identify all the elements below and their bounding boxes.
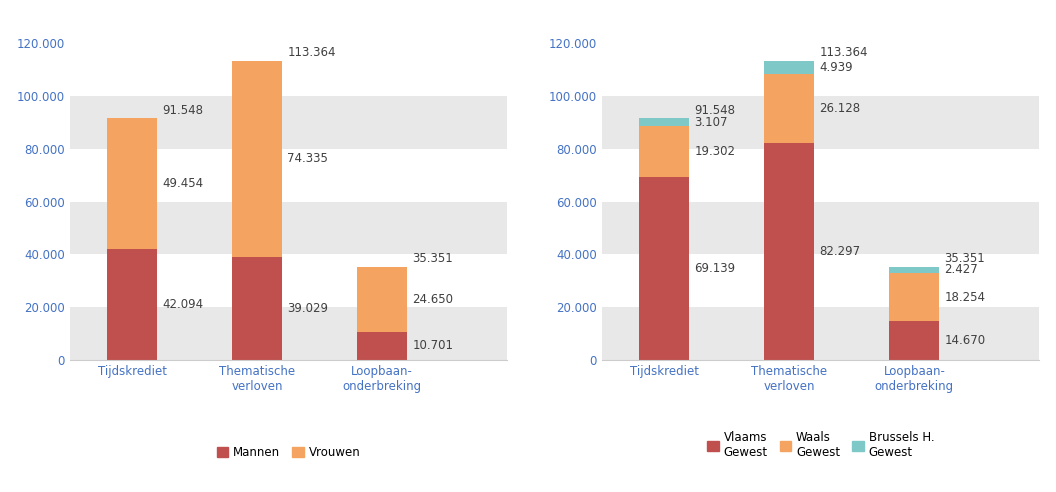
Bar bbox=[70, 202, 507, 254]
Text: 35.351: 35.351 bbox=[412, 252, 453, 265]
Bar bbox=[357, 267, 408, 332]
Text: 39.029: 39.029 bbox=[287, 302, 328, 315]
Text: 4.939: 4.939 bbox=[819, 61, 853, 74]
Bar bbox=[889, 267, 940, 273]
Bar bbox=[70, 307, 507, 360]
Bar bbox=[108, 118, 157, 249]
Bar bbox=[357, 332, 408, 360]
Text: 91.548: 91.548 bbox=[695, 104, 735, 117]
Text: 18.254: 18.254 bbox=[944, 291, 985, 304]
Text: 35.351: 35.351 bbox=[944, 252, 985, 265]
Text: 69.139: 69.139 bbox=[695, 262, 736, 275]
Text: 10.701: 10.701 bbox=[412, 339, 453, 352]
Bar bbox=[232, 257, 282, 360]
Legend: Vlaams
Gewest, Waals
Gewest, Brussels H.
Gewest: Vlaams Gewest, Waals Gewest, Brussels H.… bbox=[702, 427, 939, 464]
Bar bbox=[889, 273, 940, 321]
Text: 82.297: 82.297 bbox=[819, 245, 861, 258]
Bar bbox=[889, 321, 940, 360]
Bar bbox=[602, 202, 1039, 254]
Text: 19.302: 19.302 bbox=[695, 146, 735, 158]
Bar bbox=[765, 61, 814, 74]
Bar bbox=[640, 126, 690, 178]
Bar bbox=[765, 74, 814, 143]
Legend: Mannen, Vrouwen: Mannen, Vrouwen bbox=[212, 441, 365, 464]
Text: 49.454: 49.454 bbox=[163, 177, 204, 190]
Bar bbox=[640, 178, 690, 360]
Text: 24.650: 24.650 bbox=[412, 293, 453, 306]
Bar bbox=[602, 96, 1039, 149]
Text: 2.427: 2.427 bbox=[944, 263, 978, 277]
Bar bbox=[602, 307, 1039, 360]
Bar bbox=[70, 96, 507, 149]
Text: 42.094: 42.094 bbox=[163, 298, 204, 311]
Text: 113.364: 113.364 bbox=[287, 46, 336, 59]
Bar bbox=[765, 143, 814, 360]
Text: 74.335: 74.335 bbox=[287, 152, 328, 165]
Text: 113.364: 113.364 bbox=[819, 46, 868, 59]
Text: 91.548: 91.548 bbox=[163, 104, 203, 117]
Bar bbox=[108, 249, 157, 360]
Bar bbox=[232, 61, 282, 257]
Text: 14.670: 14.670 bbox=[944, 334, 985, 347]
Text: 26.128: 26.128 bbox=[819, 102, 861, 115]
Bar bbox=[640, 118, 690, 126]
Text: 3.107: 3.107 bbox=[695, 116, 728, 129]
